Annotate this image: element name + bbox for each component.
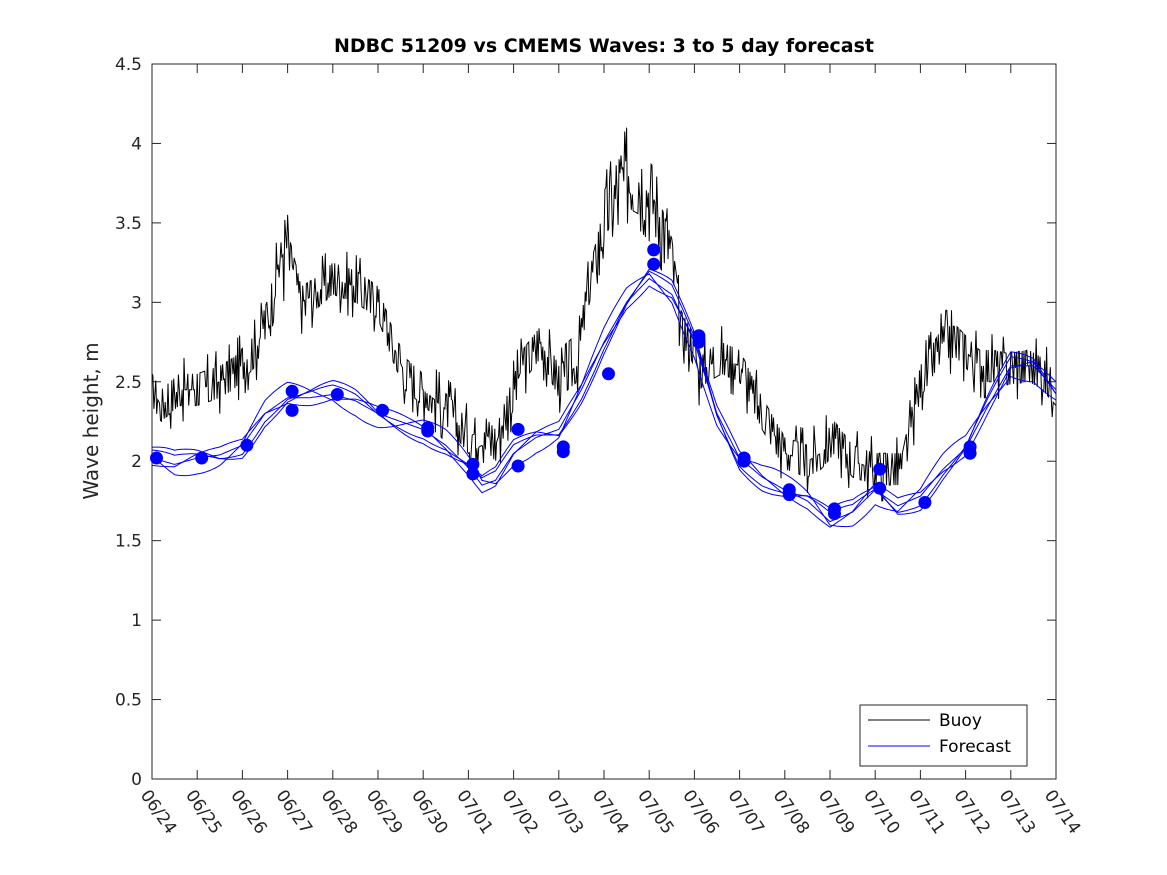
y-tick-label: 0.5	[115, 691, 142, 711]
y-tick-label: 4	[131, 134, 142, 154]
y-axis: 0 0.5 1 1.5 2 2.5 3 3.5 4 4.5	[115, 55, 1056, 790]
forecast-point	[511, 422, 525, 436]
y-tick-label: 2.5	[115, 373, 142, 393]
legend-box	[859, 704, 1028, 767]
y-axis-label: Wave height, m	[79, 342, 103, 499]
forecast-point	[556, 445, 570, 459]
y-tick-label: 2	[131, 452, 142, 472]
forecast-point	[376, 403, 389, 417]
forecast-point	[330, 388, 344, 401]
forecast-point	[918, 496, 932, 509]
y-tick-label: 1	[131, 611, 142, 631]
forecast-point	[240, 438, 254, 452]
forecast-point	[692, 335, 706, 349]
y-tick-label: 1.5	[115, 532, 142, 552]
forecast-point	[782, 488, 796, 502]
forecast-point	[647, 243, 661, 257]
legend-label-buoy: Buoy	[939, 711, 982, 731]
series-line-forecast	[151, 273, 1057, 528]
forecast-point	[285, 384, 299, 398]
forecast-point	[466, 467, 480, 481]
forecast-point	[873, 462, 887, 476]
forecast-point	[828, 507, 841, 521]
legend-label-forecast: Forecast	[939, 737, 1011, 757]
legend: Buoy Forecast	[859, 704, 1028, 767]
series-line-forecast	[151, 268, 1057, 515]
plot-frame	[151, 63, 1057, 780]
series-layer	[150, 127, 1057, 528]
forecast-point	[285, 403, 299, 417]
y-tick-label: 3	[131, 293, 142, 313]
forecast-point	[602, 367, 615, 381]
forecast-point	[511, 459, 525, 473]
plot-area	[151, 63, 1057, 780]
forecast-point	[150, 451, 163, 465]
forecast-point	[195, 451, 209, 465]
y-tick-label: 3.5	[115, 214, 142, 234]
series-line-forecast	[151, 285, 1057, 528]
forecast-point	[647, 257, 661, 271]
forecast-point	[873, 481, 887, 495]
forecast-point	[421, 424, 435, 438]
series-line-forecast	[151, 277, 1057, 523]
forecast-point	[737, 454, 751, 468]
chart-title: NDBC 51209 vs CMEMS Waves: 3 to 5 day fo…	[334, 35, 874, 57]
forecast-point	[963, 446, 977, 460]
y-tick-label: 0	[131, 770, 142, 790]
forecast-point	[466, 457, 480, 471]
y-tick-label: 4.5	[115, 55, 142, 75]
series-line-buoy	[151, 127, 1057, 502]
